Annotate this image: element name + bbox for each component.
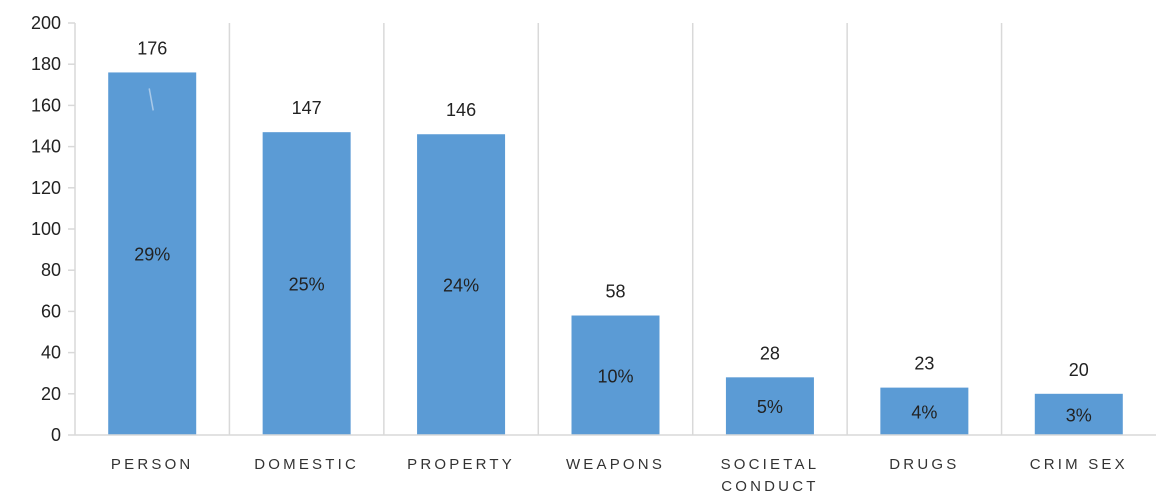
category-label: PERSON: [111, 456, 194, 473]
bar-value-label: 20: [1069, 360, 1089, 380]
grid-layer: [228, 23, 1003, 435]
category-label: PROPERTY: [407, 456, 515, 473]
y-tick-label: 120: [31, 178, 61, 198]
bar-percent-label: 5%: [757, 397, 783, 417]
labels-layer: 176 29% 147 25% 146 24% 58 10% 28 5% 23 4% 20 3%: [134, 38, 1092, 425]
bar-value-label: 147: [292, 98, 322, 118]
category-label: DOMESTIC: [254, 456, 359, 473]
y-tick-label: 160: [31, 95, 61, 115]
bar-percent-label: 3%: [1066, 405, 1092, 425]
bar-value-label: 23: [914, 354, 934, 374]
y-tick-label: 0: [51, 425, 61, 445]
bar-percent-label: 10%: [597, 366, 633, 386]
category-label: WEAPONS: [566, 456, 665, 473]
category-label: SOCIETAL: [721, 456, 820, 473]
bar: [262, 132, 351, 435]
bar: [725, 377, 814, 435]
bar-value-label: 176: [137, 38, 167, 58]
y-tick-label: 100: [31, 219, 61, 239]
bar-value-label: 146: [446, 100, 476, 120]
bar-percent-label: 25%: [289, 275, 325, 295]
bar-value-label: 28: [760, 343, 780, 363]
category-label: DRUGS: [889, 456, 959, 473]
bar: [417, 134, 506, 436]
bar-value-label: 58: [605, 282, 625, 302]
category-label: CONDUCT: [721, 478, 818, 495]
x-axis: PERSON DOMESTIC PROPERTY WEAPONS SOCIETAL CON…: [75, 434, 1156, 495]
y-tick-label: 200: [31, 13, 61, 33]
bars-layer: [108, 72, 1123, 436]
y-axis: 0 20 40 60 80 100 120 140 160 180 200: [31, 13, 76, 445]
bar: [1034, 393, 1123, 435]
bar-percent-label: 4%: [911, 402, 937, 422]
y-tick-label: 20: [41, 384, 61, 404]
y-tick-label: 60: [41, 301, 61, 321]
bar-percent-label: 24%: [443, 276, 479, 296]
y-tick-label: 140: [31, 137, 61, 157]
label-leader-line: [148, 88, 154, 111]
category-label: CRIM SEX: [1030, 456, 1128, 473]
y-tick-label: 180: [31, 54, 61, 74]
bar: [571, 315, 660, 435]
bar: [880, 387, 969, 435]
y-tick-label: 80: [41, 260, 61, 280]
bar-percent-label: 29%: [134, 245, 170, 265]
bar: [108, 72, 197, 435]
y-tick-label: 40: [41, 343, 61, 363]
